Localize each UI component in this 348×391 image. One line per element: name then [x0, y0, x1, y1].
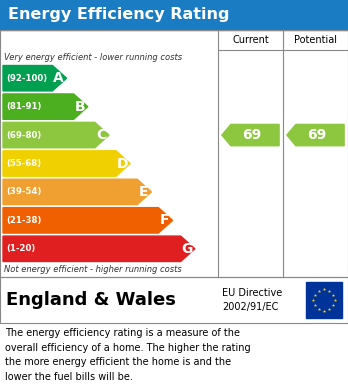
Polygon shape [3, 208, 173, 233]
Text: EU Directive
2002/91/EC: EU Directive 2002/91/EC [222, 289, 282, 312]
Bar [0, 277, 348, 323]
Text: A: A [53, 71, 64, 85]
Polygon shape [287, 124, 344, 146]
Text: Potential: Potential [294, 35, 337, 45]
Text: 69: 69 [307, 128, 326, 142]
Polygon shape [3, 236, 195, 262]
Polygon shape [222, 124, 279, 146]
Text: F: F [160, 213, 169, 227]
Text: England & Wales: England & Wales [6, 291, 176, 309]
Text: (69-80): (69-80) [6, 131, 41, 140]
Polygon shape [3, 94, 88, 119]
Text: Current: Current [232, 35, 269, 45]
Text: The energy efficiency rating is a measure of the
overall efficiency of a home. T: The energy efficiency rating is a measur… [5, 328, 251, 382]
Text: 69: 69 [242, 128, 261, 142]
Text: Very energy efficient - lower running costs: Very energy efficient - lower running co… [4, 52, 182, 61]
Text: (39-54): (39-54) [6, 187, 41, 196]
Bar [0, 30, 348, 277]
Text: Energy Efficiency Rating: Energy Efficiency Rating [8, 7, 229, 23]
Text: D: D [117, 156, 128, 170]
Polygon shape [3, 122, 109, 148]
Text: (81-91): (81-91) [6, 102, 41, 111]
Text: E: E [139, 185, 148, 199]
Bar [0, 30, 348, 277]
Polygon shape [3, 151, 130, 176]
Text: (55-68): (55-68) [6, 159, 41, 168]
Text: (92-100): (92-100) [6, 74, 47, 83]
Bar [306, 282, 342, 318]
Text: B: B [75, 100, 85, 114]
Text: Not energy efficient - higher running costs: Not energy efficient - higher running co… [4, 265, 182, 274]
Polygon shape [3, 66, 66, 91]
Polygon shape [3, 179, 151, 204]
Text: (21-38): (21-38) [6, 216, 41, 225]
Text: G: G [181, 242, 193, 256]
Bar [0, 277, 348, 323]
Text: C: C [96, 128, 106, 142]
Text: (1-20): (1-20) [6, 244, 35, 253]
Bar [0, 0, 348, 30]
